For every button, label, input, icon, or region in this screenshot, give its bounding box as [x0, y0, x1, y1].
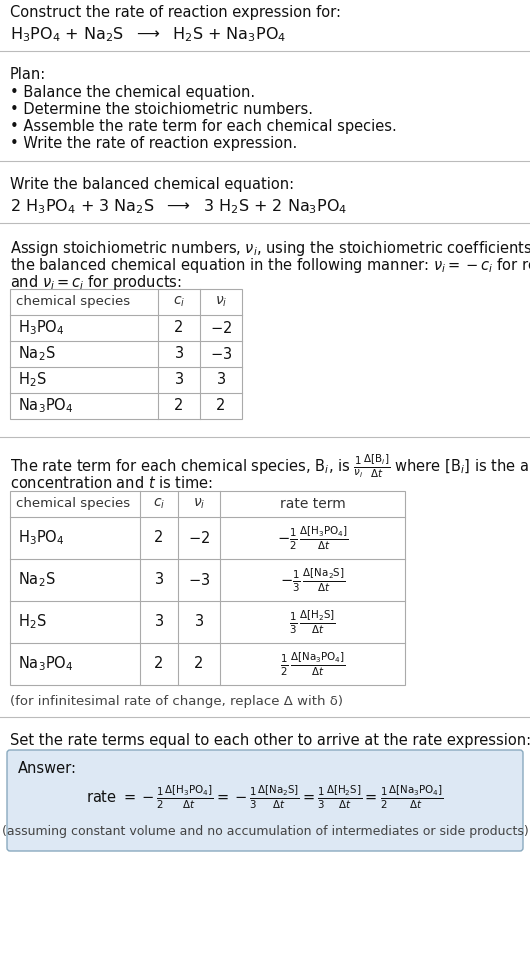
Text: $-$3: $-$3 [210, 346, 232, 362]
Text: $-\frac{1}{2}\,\frac{\Delta[\mathrm{H_3PO_4}]}{\Delta t}$: $-\frac{1}{2}\,\frac{\Delta[\mathrm{H_3P… [277, 524, 348, 552]
Text: Na$_2$S: Na$_2$S [18, 345, 56, 364]
Text: $-\frac{1}{3}\,\frac{\Delta[\mathrm{Na_2S}]}{\Delta t}$: $-\frac{1}{3}\,\frac{\Delta[\mathrm{Na_2… [280, 566, 345, 594]
Text: concentration and $t$ is time:: concentration and $t$ is time: [10, 475, 213, 491]
Text: 2: 2 [154, 657, 164, 671]
Text: 3: 3 [154, 572, 164, 587]
Text: Answer:: Answer: [18, 761, 77, 776]
Text: chemical species: chemical species [16, 498, 130, 511]
Text: 2: 2 [174, 399, 184, 414]
Text: • Write the rate of reaction expression.: • Write the rate of reaction expression. [10, 136, 297, 151]
Text: rate $= -\frac{1}{2}\frac{\Delta[\mathrm{H_3PO_4}]}{\Delta t} = -\frac{1}{3}\fra: rate $= -\frac{1}{2}\frac{\Delta[\mathrm… [86, 783, 444, 810]
Text: $-$3: $-$3 [188, 572, 210, 588]
Text: $\frac{1}{2}\,\frac{\Delta[\mathrm{Na_3PO_4}]}{\Delta t}$: $\frac{1}{2}\,\frac{\Delta[\mathrm{Na_3P… [280, 651, 346, 678]
Text: 3: 3 [174, 372, 183, 387]
Text: 2: 2 [154, 530, 164, 546]
Text: The rate term for each chemical species, B$_i$, is $\frac{1}{\nu_i}\frac{\Delta[: The rate term for each chemical species,… [10, 453, 530, 480]
Text: (assuming constant volume and no accumulation of intermediates or side products): (assuming constant volume and no accumul… [2, 825, 528, 838]
Text: Set the rate terms equal to each other to arrive at the rate expression:: Set the rate terms equal to each other t… [10, 733, 530, 748]
Text: 3: 3 [174, 347, 183, 362]
Text: 2 H$_3$PO$_4$ + 3 Na$_2$S  $\longrightarrow$  3 H$_2$S + 2 Na$_3$PO$_4$: 2 H$_3$PO$_4$ + 3 Na$_2$S $\longrightarr… [10, 197, 348, 216]
Text: 3: 3 [216, 372, 226, 387]
Text: 2: 2 [216, 399, 226, 414]
Text: Na$_2$S: Na$_2$S [18, 570, 56, 589]
Text: $\nu_i$: $\nu_i$ [193, 497, 205, 512]
Text: Construct the rate of reaction expression for:: Construct the rate of reaction expressio… [10, 5, 341, 20]
Bar [10, 289, 242, 419]
Text: Na$_3$PO$_4$: Na$_3$PO$_4$ [18, 655, 74, 673]
Text: 3: 3 [195, 614, 204, 629]
Bar [10, 491, 405, 685]
Text: H$_3$PO$_4$: H$_3$PO$_4$ [18, 318, 65, 337]
Text: H$_3$PO$_4$ + Na$_2$S  $\longrightarrow$  H$_2$S + Na$_3$PO$_4$: H$_3$PO$_4$ + Na$_2$S $\longrightarrow$ … [10, 25, 286, 44]
Text: chemical species: chemical species [16, 296, 130, 309]
Text: H$_3$PO$_4$: H$_3$PO$_4$ [18, 528, 65, 548]
Text: the balanced chemical equation in the following manner: $\nu_i = -c_i$ for react: the balanced chemical equation in the fo… [10, 256, 530, 275]
Text: $-$2: $-$2 [210, 320, 232, 336]
Text: $c_i$: $c_i$ [173, 295, 185, 310]
Text: • Assemble the rate term for each chemical species.: • Assemble the rate term for each chemic… [10, 119, 397, 134]
Text: H$_2$S: H$_2$S [18, 612, 47, 631]
Text: Plan:: Plan: [10, 67, 46, 82]
Text: • Balance the chemical equation.: • Balance the chemical equation. [10, 85, 255, 100]
Text: $\frac{1}{3}\,\frac{\Delta[\mathrm{H_2S}]}{\Delta t}$: $\frac{1}{3}\,\frac{\Delta[\mathrm{H_2S}… [289, 609, 336, 636]
Text: 2: 2 [195, 657, 204, 671]
FancyBboxPatch shape [7, 750, 523, 851]
Text: rate term: rate term [280, 497, 346, 511]
Text: $-$2: $-$2 [188, 530, 210, 546]
Text: H$_2$S: H$_2$S [18, 370, 47, 389]
Text: • Determine the stoichiometric numbers.: • Determine the stoichiometric numbers. [10, 102, 313, 117]
Text: Na$_3$PO$_4$: Na$_3$PO$_4$ [18, 397, 74, 416]
Text: 3: 3 [154, 614, 164, 629]
Text: and $\nu_i = c_i$ for products:: and $\nu_i = c_i$ for products: [10, 273, 182, 292]
Text: Write the balanced chemical equation:: Write the balanced chemical equation: [10, 177, 294, 192]
Text: Assign stoichiometric numbers, $\nu_i$, using the stoichiometric coefficients, $: Assign stoichiometric numbers, $\nu_i$, … [10, 239, 530, 258]
Text: $c_i$: $c_i$ [153, 497, 165, 512]
Text: $\nu_i$: $\nu_i$ [215, 295, 227, 310]
Text: 2: 2 [174, 320, 184, 335]
Text: (for infinitesimal rate of change, replace Δ with δ): (for infinitesimal rate of change, repla… [10, 695, 343, 708]
